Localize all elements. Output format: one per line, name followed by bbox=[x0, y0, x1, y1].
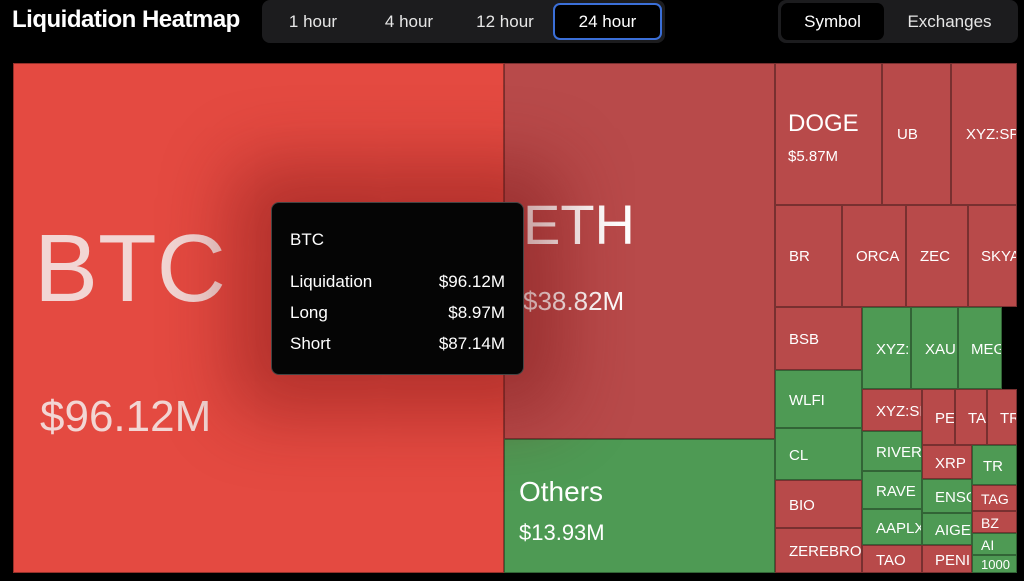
cell-value: $13.93M bbox=[519, 520, 605, 545]
heatmap-cell-cl[interactable]: CL bbox=[775, 428, 862, 480]
heatmap-cell-ta[interactable]: TA bbox=[955, 389, 987, 445]
view-option-exchanges[interactable]: Exchanges bbox=[907, 12, 992, 31]
cell-symbol: BTC bbox=[34, 215, 226, 322]
tooltip-value: $8.97M bbox=[448, 303, 505, 322]
cell-symbol: ENSO bbox=[935, 489, 971, 506]
cell-symbol: AAPLX bbox=[876, 520, 922, 537]
heatmap-cell-xyz-sp[interactable]: XYZ:SP bbox=[951, 63, 1017, 205]
cell-value: $5.87M bbox=[788, 148, 839, 165]
cell-symbol: MEG bbox=[971, 341, 1002, 358]
tooltip-row-short: Short $87.14M bbox=[290, 334, 505, 356]
cell-symbol: WLFI bbox=[789, 392, 825, 409]
time-option-4-hour[interactable]: 4 hour bbox=[384, 12, 434, 31]
view-option-symbol[interactable]: Symbol bbox=[781, 3, 884, 40]
heatmap-cell-peni[interactable]: PENI bbox=[922, 545, 972, 573]
cell-symbol: RIVER bbox=[876, 444, 922, 461]
cell-value: $38.82M bbox=[523, 286, 625, 316]
cell-symbol: XAU bbox=[925, 341, 956, 358]
cell-symbol: TAO bbox=[876, 552, 906, 569]
heatmap-cell-meg[interactable]: MEG bbox=[958, 307, 1002, 389]
heatmap-cell-tr-2[interactable]: TR bbox=[972, 445, 1017, 485]
heatmap-cell-pe[interactable]: PE bbox=[922, 389, 955, 445]
cell-symbol: DOGE bbox=[788, 110, 859, 137]
heatmap-cell-river[interactable]: RIVER bbox=[862, 431, 922, 471]
heatmap-cell-skya[interactable]: SKYA bbox=[968, 205, 1017, 307]
cell-symbol: TR bbox=[983, 458, 1003, 475]
heatmap-cell-tr-1[interactable]: TR bbox=[987, 389, 1017, 445]
tooltip-row-long: Long $8.97M bbox=[290, 303, 505, 325]
tooltip-symbol: BTC bbox=[290, 230, 324, 249]
cell-value: $96.12M bbox=[40, 392, 212, 441]
heatmap-cell-enso[interactable]: ENSO bbox=[922, 479, 972, 513]
cell-symbol: AIGE bbox=[935, 522, 971, 539]
time-option-24-hour[interactable]: 24 hour bbox=[553, 3, 662, 40]
time-option-1-hour[interactable]: 1 hour bbox=[288, 12, 338, 31]
heatmap-cell-zerebro[interactable]: ZEREBRO bbox=[775, 528, 862, 573]
heatmap-cell-xau[interactable]: XAU bbox=[911, 307, 958, 389]
heatmap-cell-xrp[interactable]: XRP bbox=[922, 445, 972, 479]
cell-symbol: UB bbox=[897, 126, 918, 143]
cell-symbol: BR bbox=[789, 248, 810, 265]
heatmap-cell-doge[interactable]: DOGE $5.87M bbox=[775, 63, 882, 205]
cell-symbol: SKYA bbox=[981, 248, 1017, 265]
heatmap-cell-1000[interactable]: 1000 bbox=[972, 555, 1017, 573]
cell-symbol: BIO bbox=[789, 497, 815, 514]
heatmap-cell-bsb[interactable]: BSB bbox=[775, 307, 862, 370]
cell-symbol: ORCA bbox=[856, 248, 900, 265]
cell-symbol: XYZ:SP bbox=[966, 126, 1017, 143]
heatmap-cell-tao[interactable]: TAO bbox=[862, 545, 922, 573]
cell-symbol: TA bbox=[968, 410, 987, 427]
cell-symbol: XYZ:( bbox=[876, 341, 911, 358]
heatmap-cell-xyz-c[interactable]: XYZ:( bbox=[862, 307, 911, 389]
cell-symbol: PENI bbox=[935, 552, 971, 569]
heatmap-cell-tag[interactable]: TAG bbox=[972, 485, 1017, 511]
heatmap-cell-aaplx[interactable]: AAPLX bbox=[862, 509, 922, 545]
cell-symbol: BZ bbox=[981, 515, 999, 531]
heatmap-cell-wlfi[interactable]: WLFI bbox=[775, 370, 862, 428]
heatmap-cell-zec[interactable]: ZEC bbox=[906, 205, 968, 307]
cell-symbol: CL bbox=[789, 447, 809, 464]
hover-tooltip: BTC Liquidation $96.12M Long $8.97M Shor… bbox=[271, 202, 524, 375]
tooltip-value: $96.12M bbox=[438, 272, 505, 291]
heatmap-cell-bz[interactable]: BZ bbox=[972, 511, 1017, 533]
page-title: Liquidation Heatmap bbox=[12, 6, 240, 33]
heatmap-cell-eth[interactable]: ETH $38.82M bbox=[504, 63, 775, 439]
tooltip-label: Liquidation bbox=[290, 272, 373, 291]
time-option-12-hour[interactable]: 12 hour bbox=[476, 12, 534, 31]
cell-symbol: Others bbox=[519, 476, 604, 507]
group-by-selector: Symbol Exchanges bbox=[778, 0, 1018, 43]
cell-symbol: BSB bbox=[789, 331, 820, 348]
tooltip-label: Short bbox=[290, 334, 331, 353]
cell-symbol: ZEC bbox=[920, 248, 950, 265]
cell-symbol: RAVE bbox=[876, 483, 916, 500]
heatmap-cell-aige[interactable]: AIGE bbox=[922, 513, 972, 545]
heatmap-cell-ai[interactable]: AI bbox=[972, 533, 1017, 555]
heatmap-cell-xyz-si[interactable]: XYZ:SI bbox=[862, 389, 922, 431]
cell-symbol: TR bbox=[1000, 410, 1016, 427]
tooltip-label: Long bbox=[290, 303, 328, 322]
tooltip-value: $87.14M bbox=[438, 334, 505, 353]
cell-symbol: XRP bbox=[935, 455, 966, 472]
cell-symbol: AI bbox=[981, 537, 995, 553]
cell-symbol: 1000 bbox=[981, 557, 1010, 572]
cell-symbol: TAG bbox=[981, 491, 1009, 507]
heatmap-cell-bio[interactable]: BIO bbox=[775, 480, 862, 528]
heatmap-cell-ub[interactable]: UB bbox=[882, 63, 951, 205]
heatmap: BTC $96.12M ETH $38.82M Others $13.93M D… bbox=[13, 63, 1017, 573]
heatmap-cell-br[interactable]: BR bbox=[775, 205, 842, 307]
heatmap-cell-rave[interactable]: RAVE bbox=[862, 471, 922, 509]
tooltip-row-liquidation: Liquidation $96.12M bbox=[290, 272, 505, 294]
cell-symbol: XYZ:SI bbox=[876, 403, 922, 420]
cell-symbol: PE bbox=[935, 410, 955, 427]
heatmap-cell-others[interactable]: Others $13.93M bbox=[504, 439, 775, 573]
time-range-selector: 1 hour 4 hour 12 hour 24 hour bbox=[262, 0, 665, 43]
cell-symbol: ZEREBRO bbox=[789, 543, 862, 560]
cell-symbol: ETH bbox=[523, 193, 635, 256]
heatmap-cell-orca[interactable]: ORCA bbox=[842, 205, 906, 307]
